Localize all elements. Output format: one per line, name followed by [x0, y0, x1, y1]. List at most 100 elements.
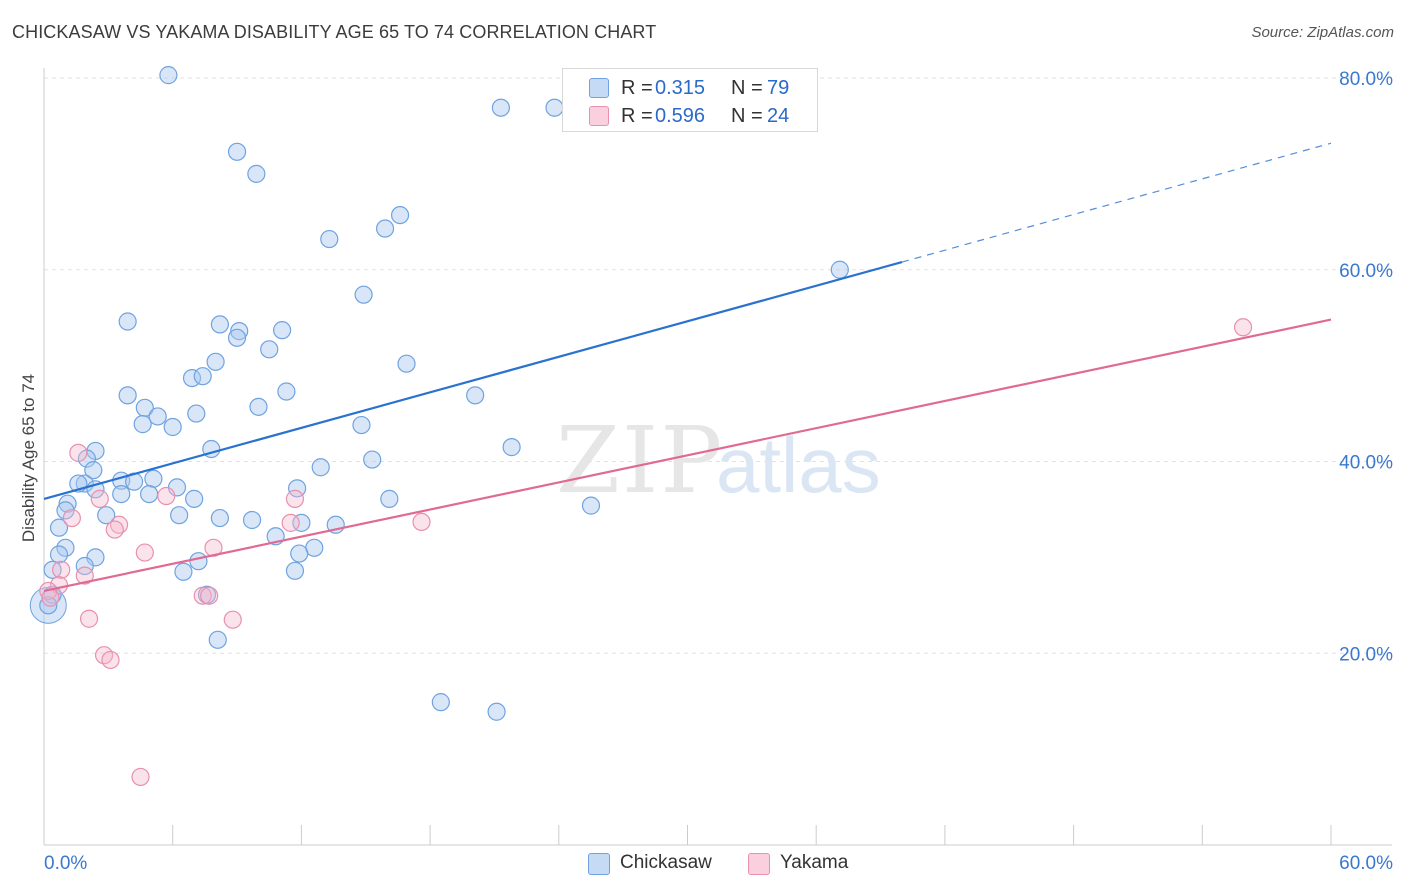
chickasaw-point: [466, 386, 485, 405]
yakama-point: [62, 508, 81, 528]
trend-layer: [43, 142, 1332, 593]
chickasaw-point: [148, 407, 167, 426]
yakama-swatch: [589, 106, 609, 126]
chickasaw-point: [581, 496, 601, 515]
yakama-point: [101, 650, 120, 670]
watermark-atlas: atlas: [716, 421, 881, 509]
watermark-zip: ZIP: [556, 407, 724, 514]
chickasaw-point: [58, 494, 77, 513]
yakama-point: [200, 586, 219, 605]
chickasaw-point: [380, 489, 399, 508]
r-label: R =: [621, 105, 653, 127]
chickasaw-point: [97, 506, 116, 525]
x-tick-label: 0.0%: [44, 853, 87, 874]
chickasaw-point: [206, 352, 225, 371]
chickasaw-point: [75, 556, 94, 576]
chickasaw-point: [285, 561, 305, 580]
x-tick-label: 60.0%: [1339, 853, 1393, 874]
chickasaw-point: [290, 544, 309, 563]
yakama-point: [79, 609, 99, 628]
chickasaw-point: [487, 702, 506, 721]
yakama-point: [135, 543, 154, 562]
chickasaw-point: [390, 206, 410, 225]
chickasaw-point: [84, 461, 103, 480]
chickasaw-point: [249, 397, 268, 416]
chickasaw-trend-extension: [901, 142, 1332, 263]
y-tick-label: 20.0%: [1339, 644, 1393, 665]
chickasaw-point: [227, 142, 247, 161]
chickasaw-point: [49, 545, 69, 564]
chickasaw-point: [208, 630, 227, 649]
yakama-point: [223, 610, 242, 629]
chickasaw-point: [260, 340, 279, 359]
chickasaw-point: [830, 260, 849, 279]
n-value: 24: [767, 105, 790, 127]
chickasaw-point: [210, 508, 229, 528]
chickasaw-point: [375, 219, 395, 238]
chickasaw-trend-line: [43, 261, 903, 500]
yakama-trend-line: [43, 318, 1332, 593]
chickasaw-legend-swatch: [588, 853, 610, 875]
r-label: R =: [621, 77, 653, 99]
yakama-point: [52, 560, 71, 579]
yakama-point: [412, 512, 431, 532]
chickasaw-point: [159, 66, 178, 85]
yakama-legend-swatch: [748, 853, 770, 875]
chickasaw-point: [311, 458, 330, 477]
chickasaw-point: [144, 469, 163, 488]
yakama-point: [281, 513, 300, 532]
yakama-point: [193, 586, 212, 605]
yakama-point: [1233, 318, 1253, 337]
y-axis-title: Disability Age 65 to 74: [19, 374, 38, 542]
chickasaw-point: [56, 538, 75, 557]
grid-layer: [44, 77, 1392, 654]
chickasaw-point: [112, 484, 131, 504]
chickasaw-point: [227, 328, 247, 347]
chickasaw-point: [354, 285, 373, 304]
yakama-point: [131, 767, 150, 787]
chickasaw-point: [545, 98, 564, 117]
chickasaw-point: [320, 229, 339, 249]
chickasaw-point: [187, 404, 206, 423]
chickasaw-swatch: [589, 78, 609, 98]
chickasaw-point: [118, 386, 137, 405]
r-value: 0.315: [655, 77, 706, 99]
r-value: 0.596: [655, 105, 706, 127]
n-label: N =: [731, 105, 763, 127]
chickasaw-point: [363, 450, 382, 469]
yakama-point: [75, 566, 94, 585]
yakama-point: [69, 443, 88, 462]
chickasaw-point: [292, 513, 311, 532]
chickasaw-point: [174, 562, 193, 581]
points-layer: [29, 66, 1253, 787]
chickasaw-point: [247, 164, 266, 183]
y-tick-label: 80.0%: [1339, 69, 1393, 90]
legend-row-yakama: R = 0.596 N = 24: [563, 101, 817, 129]
label-layer: 20.0% 40.0% 60.0% 80.0% 0.0% 60.0% Disability …: [19, 69, 1393, 874]
chickasaw-point: [242, 510, 262, 530]
chart-title: CHICKASAW VS YAKAMA DISABILITY AGE 65 TO…: [12, 22, 657, 42]
y-tick-label: 60.0%: [1339, 261, 1393, 282]
chickasaw-point: [163, 417, 182, 437]
yakama-point: [157, 486, 176, 506]
chickasaw-point: [118, 312, 137, 331]
chickasaw-point: [49, 518, 69, 537]
chickasaw-point: [189, 552, 208, 571]
n-label: N =: [731, 77, 763, 99]
yakama-point: [90, 489, 109, 508]
axis-layer: [43, 68, 1392, 846]
n-value: 79: [767, 77, 790, 99]
y-tick-label: 40.0%: [1339, 453, 1393, 474]
chickasaw-point: [397, 354, 416, 373]
chickasaw-point: [491, 98, 510, 117]
chickasaw-point: [185, 489, 204, 508]
chickasaw-point: [140, 484, 159, 504]
source-label: Source: ZipAtlas.com: [1251, 24, 1394, 41]
chickasaw-point: [277, 382, 296, 401]
chickasaw-point: [431, 693, 450, 712]
chickasaw-legend-label: Chickasaw: [620, 852, 712, 873]
chickasaw-point: [272, 321, 292, 340]
chickasaw-point: [502, 438, 521, 457]
watermark: ZIP atlas: [556, 407, 881, 514]
